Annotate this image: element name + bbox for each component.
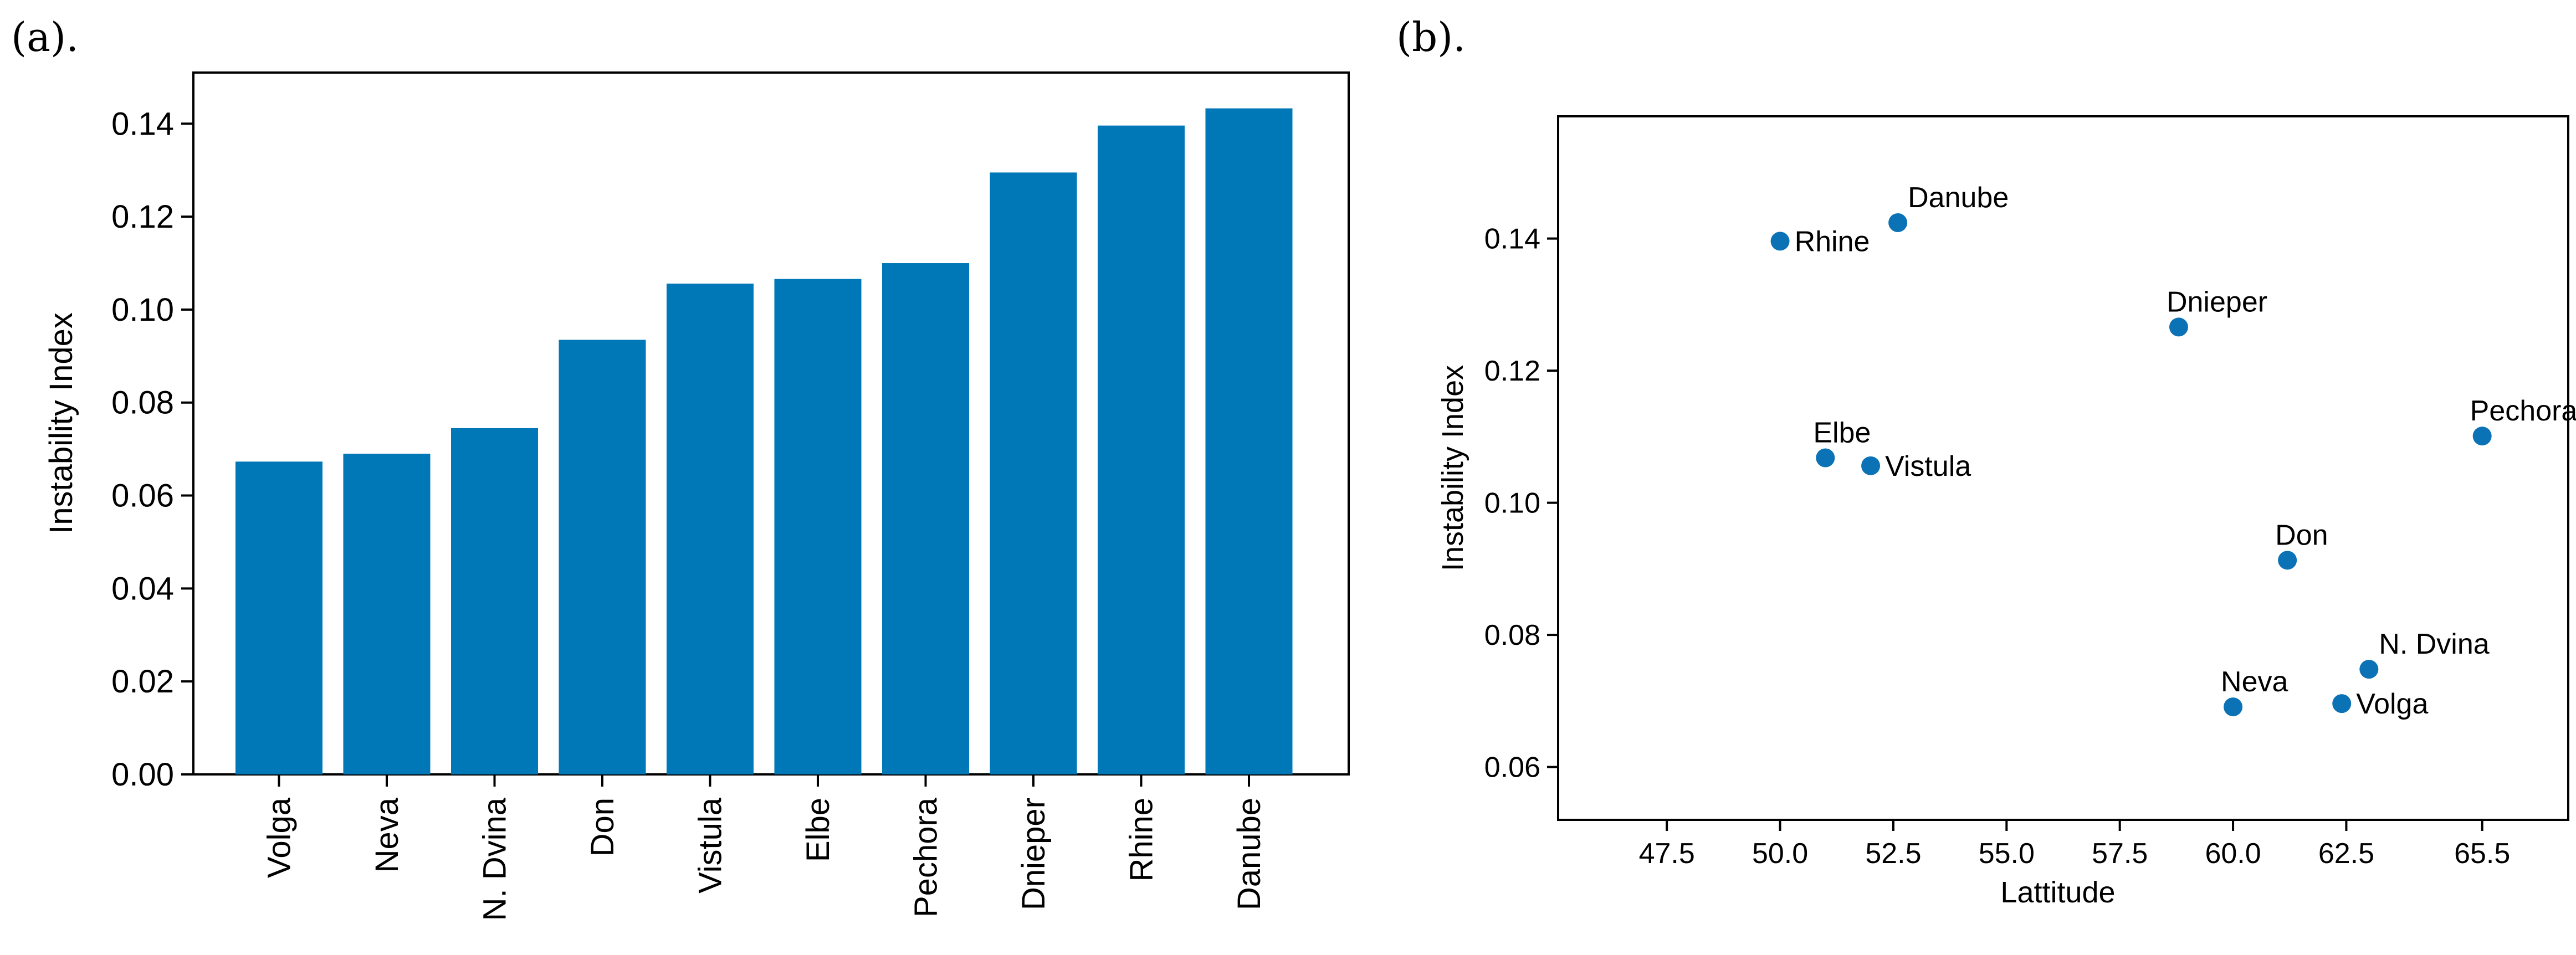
scatter-point-n-dvina (2359, 660, 2379, 679)
scatter-plot-frame (1557, 115, 2569, 821)
scatter-point-pechora (2472, 427, 2492, 446)
bar-neva (343, 454, 431, 774)
bar-plot-frame (192, 71, 1350, 776)
bar-x-tick-label: Pechora (908, 797, 944, 917)
bar-danube (1205, 108, 1293, 774)
bar-y-tick-label: 0.00 (111, 757, 174, 793)
bar-series (235, 108, 1293, 775)
scatter-point-label: Don (2275, 519, 2328, 551)
scatter-point-label: Volga (2356, 688, 2428, 720)
bar-chart: 0.00 0.02 0.04 0.06 0.08 0.10 0.12 0.14 Volga Ne… (43, 71, 1350, 921)
scatter-point-danube (1888, 213, 1908, 232)
scatter-y-tick-label: 0.14 (1484, 223, 1540, 255)
scatter-point-elbe (1816, 448, 1835, 468)
scatter-y-tick-label: 0.06 (1484, 752, 1540, 784)
bar-vistula (667, 283, 754, 774)
bar-y-tick-label: 0.02 (111, 664, 174, 700)
bar-x-tick-label: N. Dvina (477, 797, 513, 921)
scatter-point-volga (2332, 694, 2352, 713)
scatter-point-label: Danube (1908, 182, 2009, 214)
scatter-x-tick-label: 65.5 (2454, 838, 2510, 870)
scatter-x-axis: 47.5 50.0 52.5 55.0 57.5 60.0 62.5 65.5 (1639, 820, 2510, 870)
scatter-y-axis-title: Instability Index (1436, 365, 1469, 571)
scatter-x-tick-label: 60.0 (2205, 838, 2261, 870)
scatter-point-vistula (1861, 456, 1881, 475)
bar-volga (235, 461, 322, 774)
scatter-point-label: Vistula (1885, 450, 1971, 482)
bar-dnieper (990, 172, 1077, 775)
bar-y-tick-label: 0.06 (111, 478, 174, 514)
bar-y-tick-label: 0.04 (111, 571, 174, 607)
bar-elbe (774, 279, 862, 774)
scatter-point-label: Neva (2221, 666, 2288, 698)
bar-x-tick-label: Danube (1231, 798, 1267, 910)
bar-y-axis: 0.00 0.02 0.04 0.06 0.08 0.10 0.12 0.14 (111, 106, 193, 793)
scatter-y-axis: 0.06 0.08 0.10 0.12 0.14 (1484, 223, 1558, 784)
bar-x-tick-label: Elbe (800, 798, 836, 862)
bar-x-tick-label: Dnieper (1016, 798, 1052, 910)
scatter-series: Rhine Danube Dnieper Pechora Elbe Vistula Don N… (1770, 182, 2576, 720)
scatter-point-label: Elbe (1813, 417, 1871, 449)
scatter-point-neva (2224, 697, 2243, 717)
bar-pechora (882, 263, 969, 774)
bar-rhine (1098, 125, 1185, 775)
bar-y-tick-label: 0.10 (111, 292, 174, 328)
scatter-point-label: Pechora (2470, 395, 2576, 427)
scatter-point-don (2278, 551, 2297, 570)
scatter-x-tick-label: 47.5 (1639, 838, 1695, 870)
bar-y-tick-label: 0.14 (111, 106, 174, 142)
bar-x-tick-label: Neva (369, 797, 405, 872)
scatter-x-tick-label: 52.5 (1865, 838, 1921, 870)
scatter-point-label: Rhine (1795, 225, 1870, 258)
scatter-chart: 0.06 0.08 0.10 0.12 0.14 47.5 50.0 52.5 55.0 57.… (1436, 115, 2576, 909)
bar-x-tick-label: Vistula (693, 797, 729, 894)
bar-y-tick-label: 0.12 (111, 199, 174, 235)
bar-n-dvina (451, 428, 538, 774)
panel-label-b: (b). (1396, 14, 1466, 60)
scatter-point-label: Dnieper (2167, 286, 2267, 318)
scatter-point-dnieper (2169, 317, 2188, 337)
scatter-point-rhine (1770, 232, 1790, 251)
bar-y-axis-title: Instability Index (43, 312, 79, 534)
bar-x-tick-label: Don (585, 798, 621, 856)
scatter-x-tick-label: 55.0 (1979, 838, 2035, 870)
bar-don (559, 340, 646, 774)
bar-x-axis: Volga Neva N. Dvina Don Vistula Elbe Pechora Dn… (262, 774, 1267, 921)
scatter-x-tick-label: 50.0 (1752, 838, 1808, 870)
bar-y-tick-label: 0.08 (111, 385, 174, 421)
bar-x-tick-label: Rhine (1124, 798, 1160, 882)
scatter-y-tick-label: 0.10 (1484, 487, 1540, 520)
scatter-y-tick-label: 0.08 (1484, 619, 1540, 651)
scatter-x-tick-label: 62.5 (2318, 838, 2374, 870)
scatter-y-tick-label: 0.12 (1484, 355, 1540, 387)
scatter-x-axis-title: Lattitude (2000, 876, 2115, 909)
scatter-point-label: N. Dvina (2379, 628, 2489, 660)
bar-x-tick-label: Volga (262, 797, 298, 878)
panel-label-a: (a). (11, 14, 79, 60)
scatter-x-tick-label: 57.5 (2092, 838, 2148, 870)
